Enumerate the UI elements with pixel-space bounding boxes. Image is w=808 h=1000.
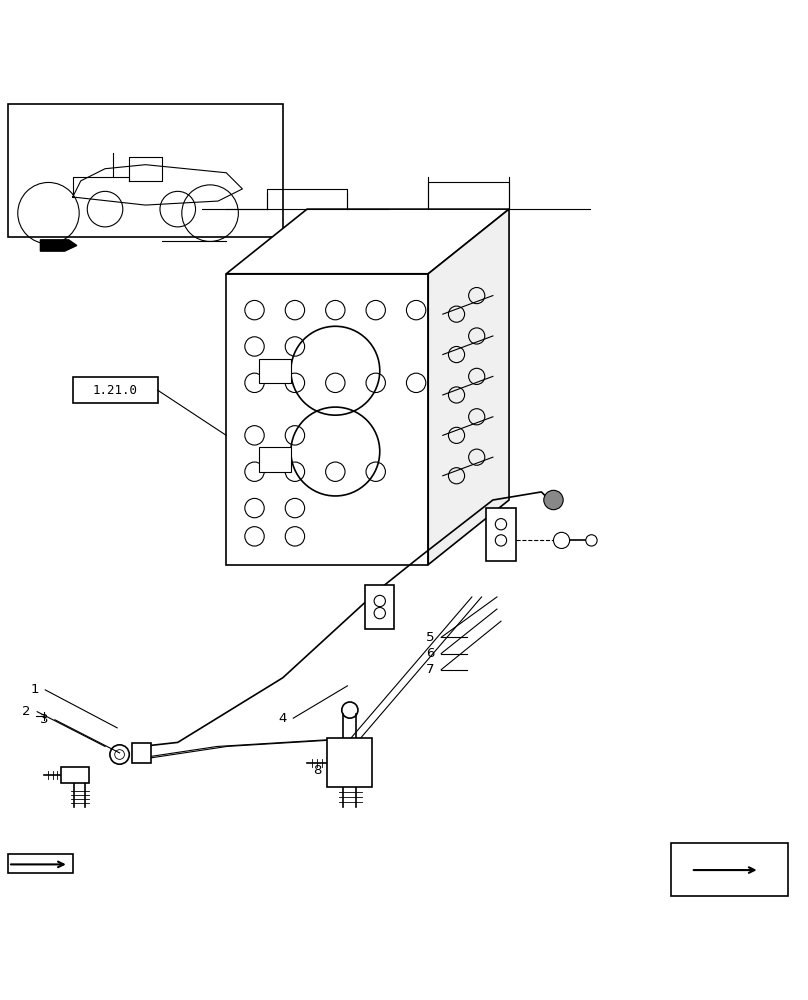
Text: 7: 7	[426, 663, 435, 676]
Text: 6: 6	[427, 647, 435, 660]
Polygon shape	[486, 508, 516, 561]
Text: 8: 8	[314, 764, 322, 777]
Bar	[259, 447, 291, 472]
Text: 3: 3	[40, 713, 48, 726]
Bar	[73, 377, 158, 403]
Polygon shape	[40, 240, 77, 251]
Polygon shape	[226, 209, 509, 274]
Polygon shape	[428, 209, 509, 565]
Polygon shape	[132, 743, 151, 763]
Polygon shape	[226, 274, 428, 565]
Text: 2: 2	[22, 705, 31, 718]
Text: 1.21.0: 1.21.0	[93, 384, 137, 397]
Bar	[8, 854, 73, 873]
Text: 5: 5	[426, 631, 435, 644]
Polygon shape	[365, 585, 394, 629]
Text: 4: 4	[279, 712, 287, 725]
Circle shape	[586, 535, 597, 546]
Bar	[259, 359, 291, 383]
Bar	[327, 738, 372, 787]
Polygon shape	[61, 767, 89, 783]
Bar	[8, 104, 283, 237]
Circle shape	[544, 490, 563, 510]
Bar	[671, 843, 788, 896]
Text: 1: 1	[30, 683, 39, 696]
